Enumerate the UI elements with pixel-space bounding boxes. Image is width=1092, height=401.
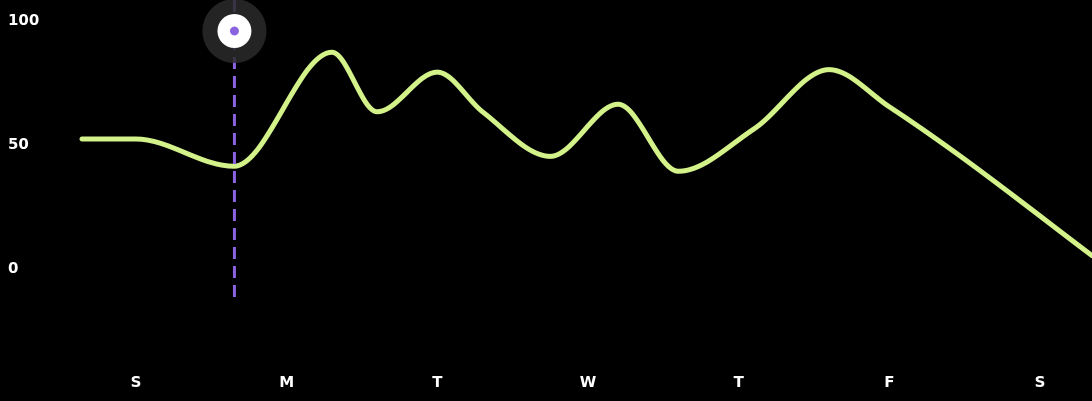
series-line (79, 49, 1092, 259)
y-tick-label: 50 (8, 135, 29, 153)
x-tick-label: S (1035, 373, 1046, 391)
x-tick-label: W (580, 373, 597, 391)
x-tick-label: F (884, 373, 894, 391)
hover-marker[interactable] (202, 0, 267, 302)
x-tick-label: M (279, 373, 294, 391)
y-tick-label: 100 (8, 11, 39, 29)
marker-dot (229, 26, 239, 36)
y-tick-label: 0 (8, 259, 18, 277)
x-tick-label: T (734, 373, 745, 391)
x-tick-label: S (131, 373, 142, 391)
x-tick-label: T (432, 373, 443, 391)
y-axis: 100 50 0 (8, 11, 39, 277)
series-layer (79, 49, 1092, 259)
